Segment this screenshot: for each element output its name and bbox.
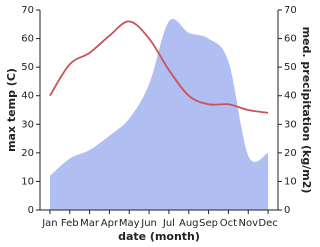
- y-tick-label: 0: [28, 205, 34, 216]
- precipitation-area: [49, 19, 269, 211]
- y-tick-label: 40: [21, 91, 34, 102]
- x-tick-label: Nov: [238, 218, 258, 229]
- y2-tick-label: 20: [284, 148, 297, 159]
- x-tick-label: Jan: [41, 218, 57, 229]
- y-tick-label: 60: [21, 34, 34, 45]
- y2-tick-label: 50: [284, 62, 297, 73]
- x-axis-label: date (month): [118, 230, 200, 243]
- y-tick-label: 70: [21, 5, 34, 16]
- y-tick-label: 20: [21, 148, 34, 159]
- x-tick-label: Jul: [162, 218, 175, 229]
- y2-tick-label: 10: [284, 176, 297, 187]
- y2-axis-label: med. precipitation (kg/m2): [300, 27, 313, 194]
- y-tick-label: 10: [21, 176, 34, 187]
- y2-tick-label: 60: [284, 34, 297, 45]
- x-tick-label: Sep: [199, 218, 218, 229]
- temp-line: [49, 20, 269, 114]
- x-tick-label: Aug: [179, 218, 199, 229]
- y2-tick-label: 70: [284, 5, 297, 16]
- y-tick-label: 30: [21, 119, 34, 130]
- x-tick-label: Feb: [61, 218, 79, 229]
- x-tick-label: Oct: [220, 218, 237, 229]
- x-tick-label: Apr: [101, 218, 119, 229]
- y2-tick-label: 0: [284, 205, 290, 216]
- y2-tick-label: 30: [284, 119, 297, 130]
- x-tick-label: May: [119, 218, 140, 229]
- x-tick-label: Dec: [258, 218, 277, 229]
- y2-tick-label: 40: [284, 91, 297, 102]
- x-tick-label: Mar: [80, 218, 100, 229]
- x-tick-label: Jun: [140, 218, 157, 229]
- y-tick-label: 50: [21, 62, 34, 73]
- y-axis-label: max temp (C): [5, 68, 18, 152]
